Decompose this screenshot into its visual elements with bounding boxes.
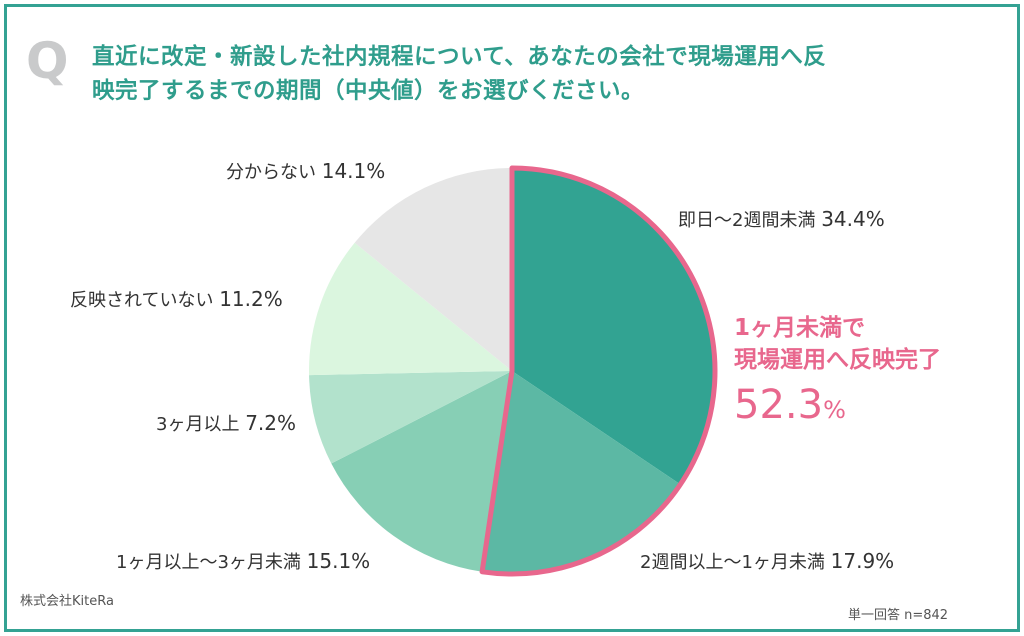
label-slice-1-text: 2週間以上〜1ヶ月未満 [640,552,825,573]
label-slice-3-text: 3ヶ月以上 [156,414,240,435]
highlight-outline [479,165,718,577]
pie-slice-0 [512,168,716,485]
label-slice-0-value: 34.4% [821,207,885,231]
question-mark-icon: Q [26,32,69,90]
pie-slice-4 [308,242,512,376]
label-slice-2-value: 15.1% [306,549,371,573]
highlight-line-2: 現場運用へ反映完了 [734,347,941,373]
pie-slice-1 [482,371,681,575]
pie-slices [308,168,716,575]
highlight-line-1: 1ヶ月未満で [734,315,866,341]
label-slice-0: 即日〜2週間未満 34.4% [678,206,885,232]
question-line-2: 映完了するまでの期間（中央値）をお選びください。 [92,78,645,104]
question-title: 直近に改定・新設した社内規程について、あなたの会社で現場運用へ反 映完了するまで… [92,40,992,108]
label-slice-5: 分からない 14.1% [226,158,385,184]
highlight-value: 52.3 [734,382,824,428]
label-slice-5-value: 14.1% [321,159,386,183]
label-slice-1: 2週間以上〜1ヶ月未満 17.9% [640,548,894,574]
label-slice-3-value: 7.2% [245,411,296,435]
pie-slice-3 [309,371,512,464]
highlight-value-wrap: 52.3% [734,376,941,439]
highlight-callout: 1ヶ月未満で 現場運用へ反映完了 52.3% [734,312,941,439]
highlight-unit: % [823,396,846,424]
label-slice-3: 3ヶ月以上 7.2% [156,410,296,436]
label-slice-4-value: 11.2% [219,287,283,311]
label-slice-4: 反映されていない 11.2% [70,286,283,312]
label-slice-2-text: 1ヶ月以上〜3ヶ月未満 [116,552,301,573]
label-slice-5-text: 分からない [226,162,316,183]
sample-size: 単一回答 n=842 [848,608,949,623]
pie-slice-2 [331,371,512,572]
company-credit: 株式会社KiteRa [20,594,114,609]
label-slice-1-value: 17.9% [830,549,895,573]
question-line-1: 直近に改定・新設した社内規程について、あなたの会社で現場運用へ反 [92,44,827,70]
label-slice-2: 1ヶ月以上〜3ヶ月未満 15.1% [116,548,370,574]
label-slice-4-text: 反映されていない [70,290,214,311]
pie-slice-5 [354,168,512,371]
label-slice-0-text: 即日〜2週間未満 [678,210,816,231]
